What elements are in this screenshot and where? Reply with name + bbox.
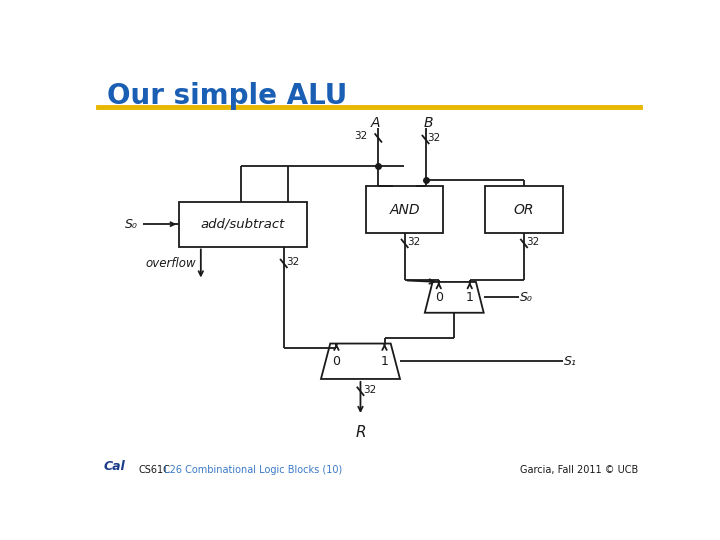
Text: A: A — [372, 116, 381, 130]
Text: 32: 32 — [354, 131, 367, 141]
Text: CS61C: CS61C — [138, 465, 170, 475]
Bar — [485, 186, 563, 233]
Text: S₀: S₀ — [520, 291, 533, 304]
Text: add/subtract: add/subtract — [201, 218, 285, 231]
Text: R: R — [355, 425, 366, 440]
Text: Our simple ALU: Our simple ALU — [107, 82, 347, 110]
Text: overflow: overflow — [145, 257, 196, 270]
Text: 1: 1 — [381, 355, 388, 368]
Text: 0: 0 — [333, 355, 341, 368]
Text: Cal: Cal — [104, 460, 126, 473]
Text: 32: 32 — [363, 384, 376, 395]
Bar — [179, 202, 307, 247]
Text: S₀: S₀ — [125, 218, 138, 231]
Text: 1: 1 — [466, 291, 474, 304]
Text: 32: 32 — [407, 237, 420, 247]
Text: OR: OR — [514, 202, 534, 217]
Bar — [366, 186, 444, 233]
Text: 32: 32 — [427, 133, 441, 143]
Text: 32: 32 — [526, 237, 539, 247]
Polygon shape — [425, 282, 484, 313]
Text: 32: 32 — [286, 257, 300, 267]
Text: L26 Combinational Logic Blocks (10): L26 Combinational Logic Blocks (10) — [161, 465, 342, 475]
Text: B: B — [423, 116, 433, 130]
Text: AND: AND — [390, 202, 420, 217]
Text: 0: 0 — [435, 291, 443, 304]
Text: S₁: S₁ — [564, 355, 577, 368]
Polygon shape — [321, 343, 400, 379]
Text: Garcia, Fall 2011 © UCB: Garcia, Fall 2011 © UCB — [521, 465, 639, 475]
